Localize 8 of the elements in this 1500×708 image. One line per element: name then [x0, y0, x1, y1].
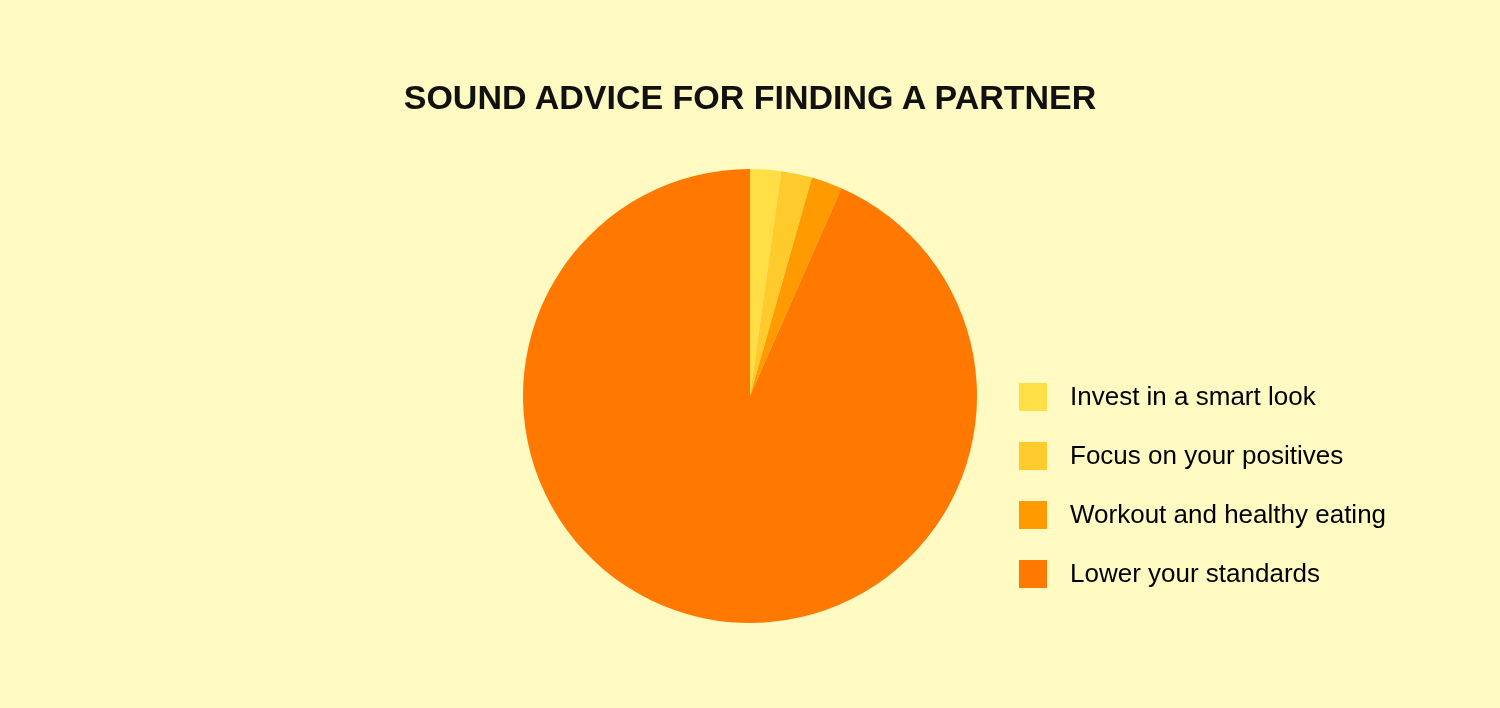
chart-title: SOUND ADVICE FOR FINDING A PARTNER: [403, 78, 1097, 116]
pie-slice: [750, 171, 812, 396]
legend-label: Workout and healthy eating: [1070, 499, 1387, 529]
legend-label: Lower your standards: [1070, 558, 1321, 588]
pie-slice: [523, 169, 977, 623]
legend-label: Focus on your positives: [1070, 440, 1344, 470]
pie-slice: [750, 177, 842, 396]
legend-label: Invest in a smart look: [1070, 381, 1317, 411]
